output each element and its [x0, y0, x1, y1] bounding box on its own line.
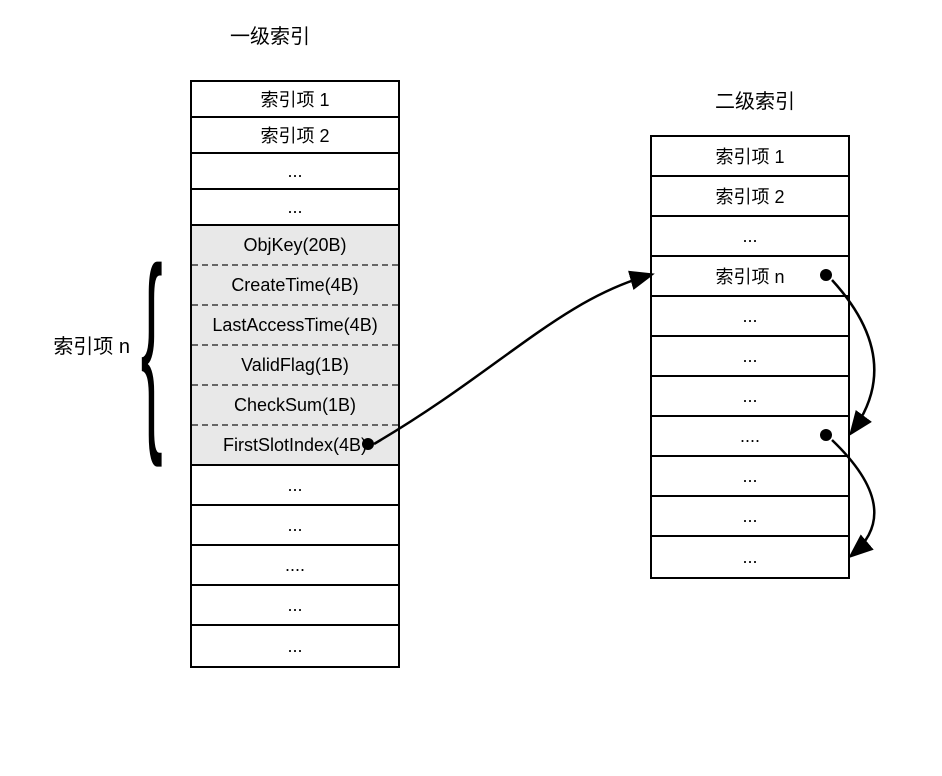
secondary-index-table: 索引项 1 索引项 2... 索引项 n......................: [650, 135, 850, 579]
primary-row-4: ObjKey(20B): [192, 226, 398, 266]
primary-row-12: ....: [192, 546, 398, 586]
secondary-row-text-7: ....: [740, 426, 760, 447]
primary-row-text-7: ValidFlag(1B): [241, 355, 349, 376]
arrow-main: [374, 275, 650, 444]
primary-row-text-14: ...: [287, 636, 302, 657]
primary-index-table: 索引项 1 索引项 2...... ObjKey(20B) CreateTime(4B…: [190, 80, 400, 668]
pointer-dot-primary: [362, 438, 374, 450]
primary-row-text-8: CheckSum(1B): [234, 395, 356, 416]
secondary-row-text-6: ...: [742, 386, 757, 407]
secondary-row-3: 索引项 n: [652, 257, 848, 297]
secondary-row-1: 索引项 2: [652, 177, 848, 217]
primary-row-text-6: LastAccessTime(4B): [212, 315, 377, 336]
primary-row-2: ...: [192, 154, 398, 190]
primary-row-10: ...: [192, 466, 398, 506]
primary-row-1: 索引项 2: [192, 118, 398, 154]
secondary-index-title: 二级索引: [655, 85, 855, 114]
primary-row-13: ...: [192, 586, 398, 626]
secondary-row-4: ...: [652, 297, 848, 337]
secondary-row-8: ...: [652, 457, 848, 497]
brace-label: 索引项 n: [20, 330, 130, 359]
secondary-row-text-2: ...: [742, 226, 757, 247]
primary-row-text-4: ObjKey(20B): [243, 235, 346, 256]
primary-row-text-3: ...: [287, 197, 302, 218]
primary-row-text-13: ...: [287, 595, 302, 616]
primary-row-text-12: ....: [285, 555, 305, 576]
primary-row-6: LastAccessTime(4B): [192, 306, 398, 346]
secondary-title-text: 二级索引: [715, 91, 795, 113]
secondary-row-7: ....: [652, 417, 848, 457]
secondary-row-5: ...: [652, 337, 848, 377]
secondary-row-text-0: 索引项 1: [715, 143, 784, 169]
pointer-dot-secondary-n: [820, 269, 832, 281]
secondary-row-9: ...: [652, 497, 848, 537]
primary-row-text-0: 索引项 1: [260, 86, 329, 112]
secondary-row-10: ...: [652, 537, 848, 577]
secondary-row-text-10: ...: [742, 547, 757, 568]
secondary-row-text-3: 索引项 n: [715, 263, 784, 289]
secondary-row-6: ...: [652, 377, 848, 417]
secondary-row-text-4: ...: [742, 306, 757, 327]
pointer-dot-secondary-linked: [820, 429, 832, 441]
secondary-row-text-5: ...: [742, 346, 757, 367]
primary-index-title: 一级索引: [170, 20, 370, 49]
primary-row-text-5: CreateTime(4B): [231, 275, 358, 296]
primary-row-11: ...: [192, 506, 398, 546]
primary-title-text: 一级索引: [230, 26, 310, 48]
secondary-row-text-9: ...: [742, 506, 757, 527]
brace-label-text: 索引项 n: [53, 336, 130, 358]
primary-row-text-1: 索引项 2: [260, 122, 329, 148]
primary-row-0: 索引项 1: [192, 82, 398, 118]
secondary-row-text-1: 索引项 2: [715, 183, 784, 209]
primary-row-text-2: ...: [287, 161, 302, 182]
primary-row-3: ...: [192, 190, 398, 226]
primary-row-8: CheckSum(1B): [192, 386, 398, 426]
secondary-row-text-8: ...: [742, 466, 757, 487]
primary-row-5: CreateTime(4B): [192, 266, 398, 306]
primary-row-14: ...: [192, 626, 398, 666]
primary-row-text-9: FirstSlotIndex(4B): [223, 435, 367, 456]
secondary-row-2: ...: [652, 217, 848, 257]
primary-row-text-10: ...: [287, 475, 302, 496]
primary-row-text-11: ...: [287, 515, 302, 536]
primary-row-7: ValidFlag(1B): [192, 346, 398, 386]
secondary-row-0: 索引项 1: [652, 137, 848, 177]
diagram-container: 一级索引 二级索引 索引项 1 索引项 2...... ObjKey(20B) Cre…: [0, 0, 942, 776]
